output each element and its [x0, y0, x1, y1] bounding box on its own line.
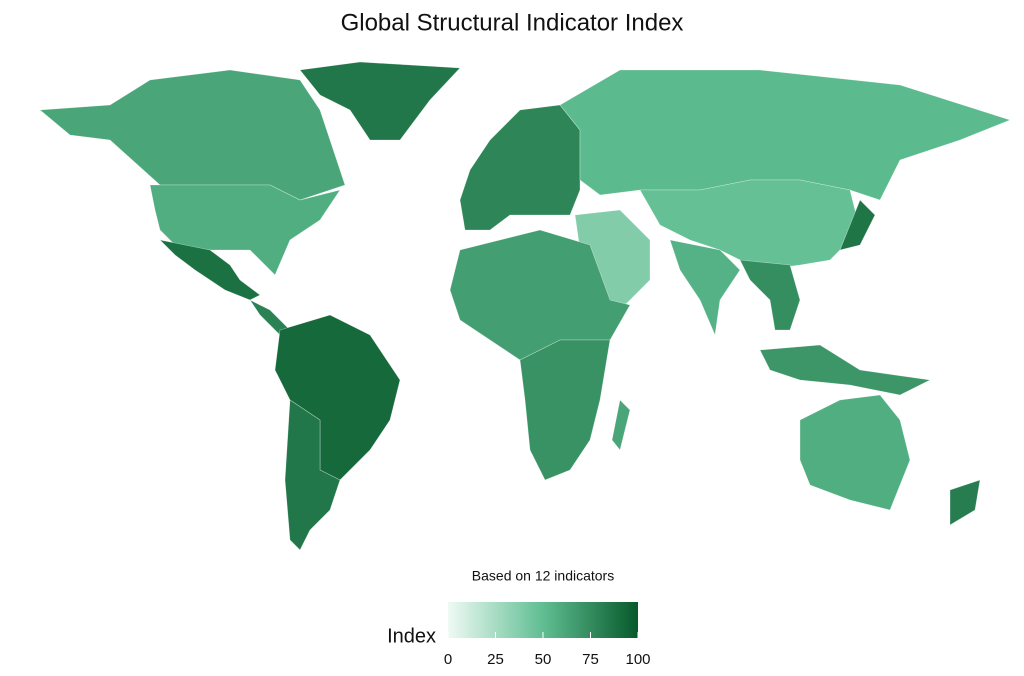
map	[39, 61, 1011, 551]
colorbar-tick-label: 50	[535, 651, 552, 668]
colorbar-ticks: 0 25 50 75 100	[444, 632, 651, 668]
region	[519, 339, 611, 481]
region	[299, 61, 461, 141]
region	[759, 344, 931, 396]
colorbar-tick-label: 100	[625, 651, 650, 668]
region	[39, 69, 346, 201]
region	[159, 239, 261, 301]
region	[611, 399, 631, 451]
chart-title: Global Structural Indicator Index	[341, 9, 684, 36]
region	[799, 394, 911, 511]
region	[669, 239, 741, 337]
subtitle: Based on 12 indicators	[472, 568, 614, 584]
region	[839, 199, 876, 251]
region	[149, 184, 341, 276]
region	[459, 104, 581, 231]
legend-title: Index	[387, 625, 436, 647]
region	[949, 479, 981, 526]
region	[284, 399, 341, 551]
colorbar-tick-label: 75	[582, 651, 599, 668]
region	[639, 179, 861, 271]
region	[739, 259, 801, 331]
region	[274, 314, 401, 481]
colorbar-tick-label: 25	[487, 651, 504, 668]
colorbar-tick-label: 0	[444, 651, 452, 668]
